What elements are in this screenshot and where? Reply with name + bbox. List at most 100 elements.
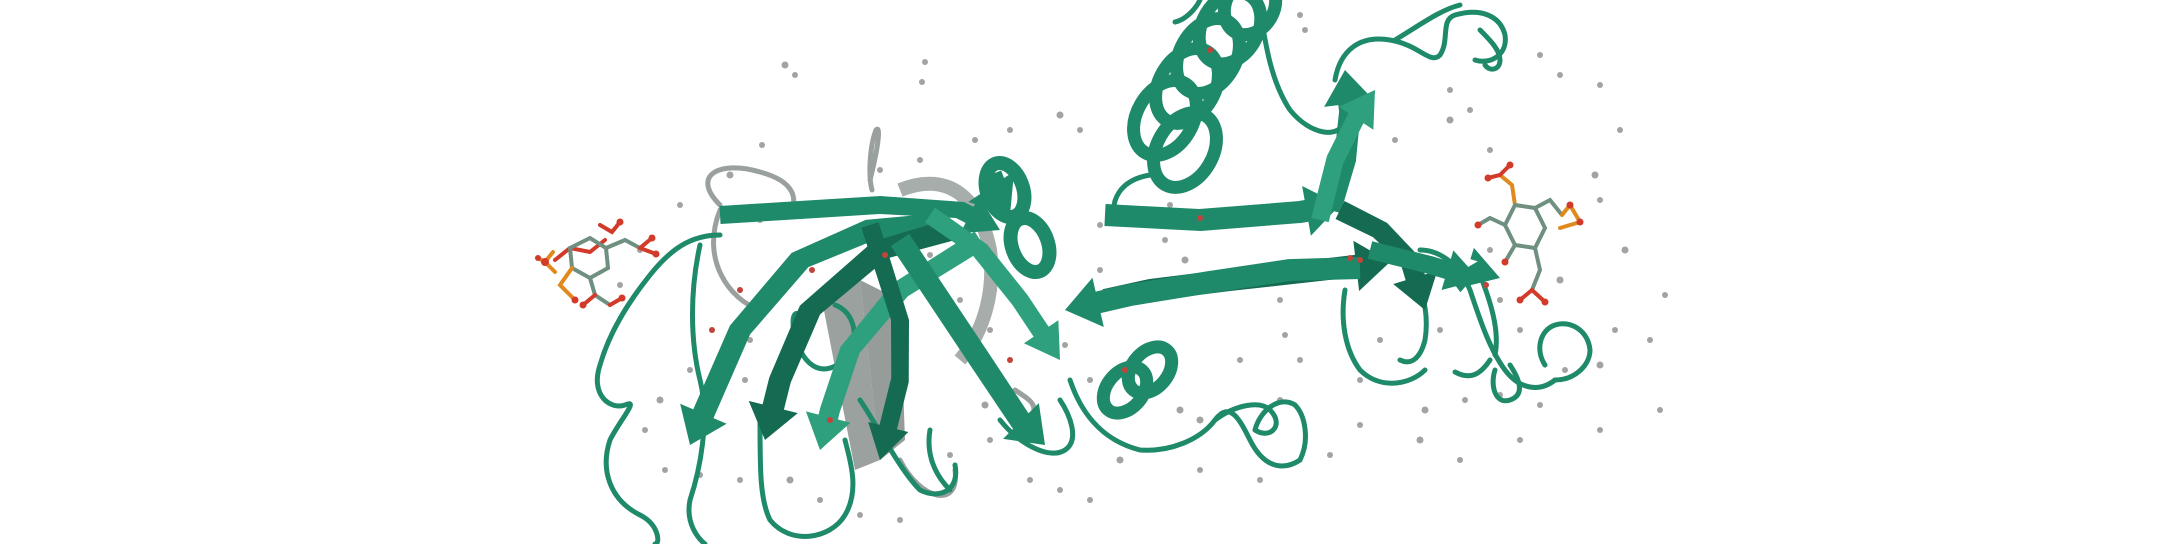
- water-dot: [1457, 457, 1463, 463]
- beta-strand-arrow: [1104, 185, 1340, 236]
- water-dot: [1007, 127, 1013, 133]
- water-dot: [1591, 171, 1599, 179]
- water-dot: [877, 167, 883, 173]
- water-dot: [1617, 127, 1623, 133]
- water-dot: [1277, 297, 1283, 303]
- water-dot: [1062, 342, 1068, 348]
- water-dot: [1596, 361, 1604, 369]
- water-dot: [897, 517, 903, 523]
- water-dot: [987, 437, 993, 443]
- water-dot: [1597, 197, 1603, 203]
- water-dot: [1487, 247, 1493, 253]
- water-dot: [792, 72, 798, 78]
- water-dot: [1487, 147, 1493, 153]
- water-dot: [1647, 337, 1653, 343]
- beta-strand-arrow: [890, 233, 1045, 445]
- water-dot: [1196, 416, 1204, 424]
- beta-strand-arrow: [805, 231, 986, 450]
- water-dot: [857, 512, 863, 518]
- water-dot: [1537, 52, 1543, 58]
- water-dot: [737, 477, 743, 483]
- beta-strand-arrow: [1065, 257, 1361, 328]
- ribbon-atoms: [709, 47, 1489, 423]
- water-dot: [927, 252, 933, 258]
- water-dot: [1447, 87, 1453, 93]
- water-dot: [1162, 237, 1168, 243]
- water-dot: [677, 202, 683, 208]
- water-dot: [687, 367, 693, 373]
- water-dot: [1467, 107, 1473, 113]
- water-dot: [1597, 427, 1603, 433]
- water-dot: [786, 476, 794, 484]
- beta-strand-arrow: [1335, 201, 1438, 310]
- beta-strand-arrow: [1311, 90, 1375, 223]
- water-dot: [1087, 377, 1093, 383]
- water-molecules: [617, 12, 1668, 523]
- water-dot: [747, 337, 753, 343]
- water-dot: [1662, 292, 1668, 298]
- water-dot: [1257, 477, 1263, 483]
- water-dot: [1612, 327, 1618, 333]
- water-dot: [1181, 256, 1189, 264]
- short-helix: [978, 155, 1179, 420]
- water-dot: [1421, 406, 1429, 414]
- water-dot: [1562, 367, 1568, 373]
- water-dot: [1377, 337, 1383, 343]
- water-dot: [1392, 137, 1398, 143]
- water-dot: [1116, 456, 1124, 464]
- beta-strand-arrow: [924, 207, 1060, 360]
- beta-strand-arrow: [861, 222, 909, 460]
- water-dot: [1462, 397, 1468, 403]
- water-dot: [1556, 276, 1564, 284]
- right-ligand: [1474, 161, 1584, 306]
- water-dot: [1597, 82, 1603, 88]
- water-dot: [662, 467, 668, 473]
- beta-sheet: [680, 70, 1500, 460]
- water-dot: [1282, 332, 1288, 338]
- water-dot: [1027, 477, 1033, 483]
- water-dot: [947, 452, 953, 458]
- water-dot: [1557, 72, 1563, 78]
- water-dot: [1657, 407, 1663, 413]
- water-dot: [1497, 297, 1503, 303]
- water-dot: [1097, 267, 1103, 273]
- water-dot: [1437, 327, 1443, 333]
- water-dot: [1537, 402, 1543, 408]
- water-dot: [1176, 406, 1184, 414]
- water-dot: [1237, 357, 1243, 363]
- water-dot: [972, 137, 978, 143]
- water-dot: [1357, 422, 1363, 428]
- water-dot: [1297, 357, 1303, 363]
- water-dot: [922, 59, 928, 65]
- beta-strand-arrow: [1449, 247, 1500, 293]
- alpha-helix: [1111, 0, 1283, 223]
- water-dot: [1517, 327, 1523, 333]
- water-dot: [919, 79, 925, 85]
- water-dot: [1056, 111, 1064, 119]
- water-dot: [1517, 437, 1523, 443]
- beta-strand-arrow: [719, 196, 1000, 234]
- water-dot: [1621, 246, 1629, 254]
- water-dot: [781, 61, 789, 69]
- water-dot: [987, 327, 993, 333]
- water-dot: [759, 142, 765, 148]
- water-dot: [957, 297, 963, 303]
- water-dot: [1077, 127, 1083, 133]
- water-dot: [917, 157, 923, 163]
- water-dot: [817, 497, 823, 503]
- water-dot: [1097, 222, 1103, 228]
- water-dot: [1197, 467, 1203, 473]
- left-ligand: [535, 218, 660, 309]
- water-dot: [1416, 436, 1424, 444]
- water-dot: [1357, 377, 1363, 383]
- water-dot: [742, 377, 748, 383]
- water-dot: [1327, 452, 1333, 458]
- beta-strand-arrow: [748, 219, 954, 440]
- water-dot: [617, 282, 623, 288]
- water-dot: [1446, 116, 1454, 124]
- water-dot: [1057, 487, 1063, 493]
- water-dot: [981, 401, 989, 409]
- water-dot: [642, 427, 648, 433]
- water-dot: [656, 396, 664, 404]
